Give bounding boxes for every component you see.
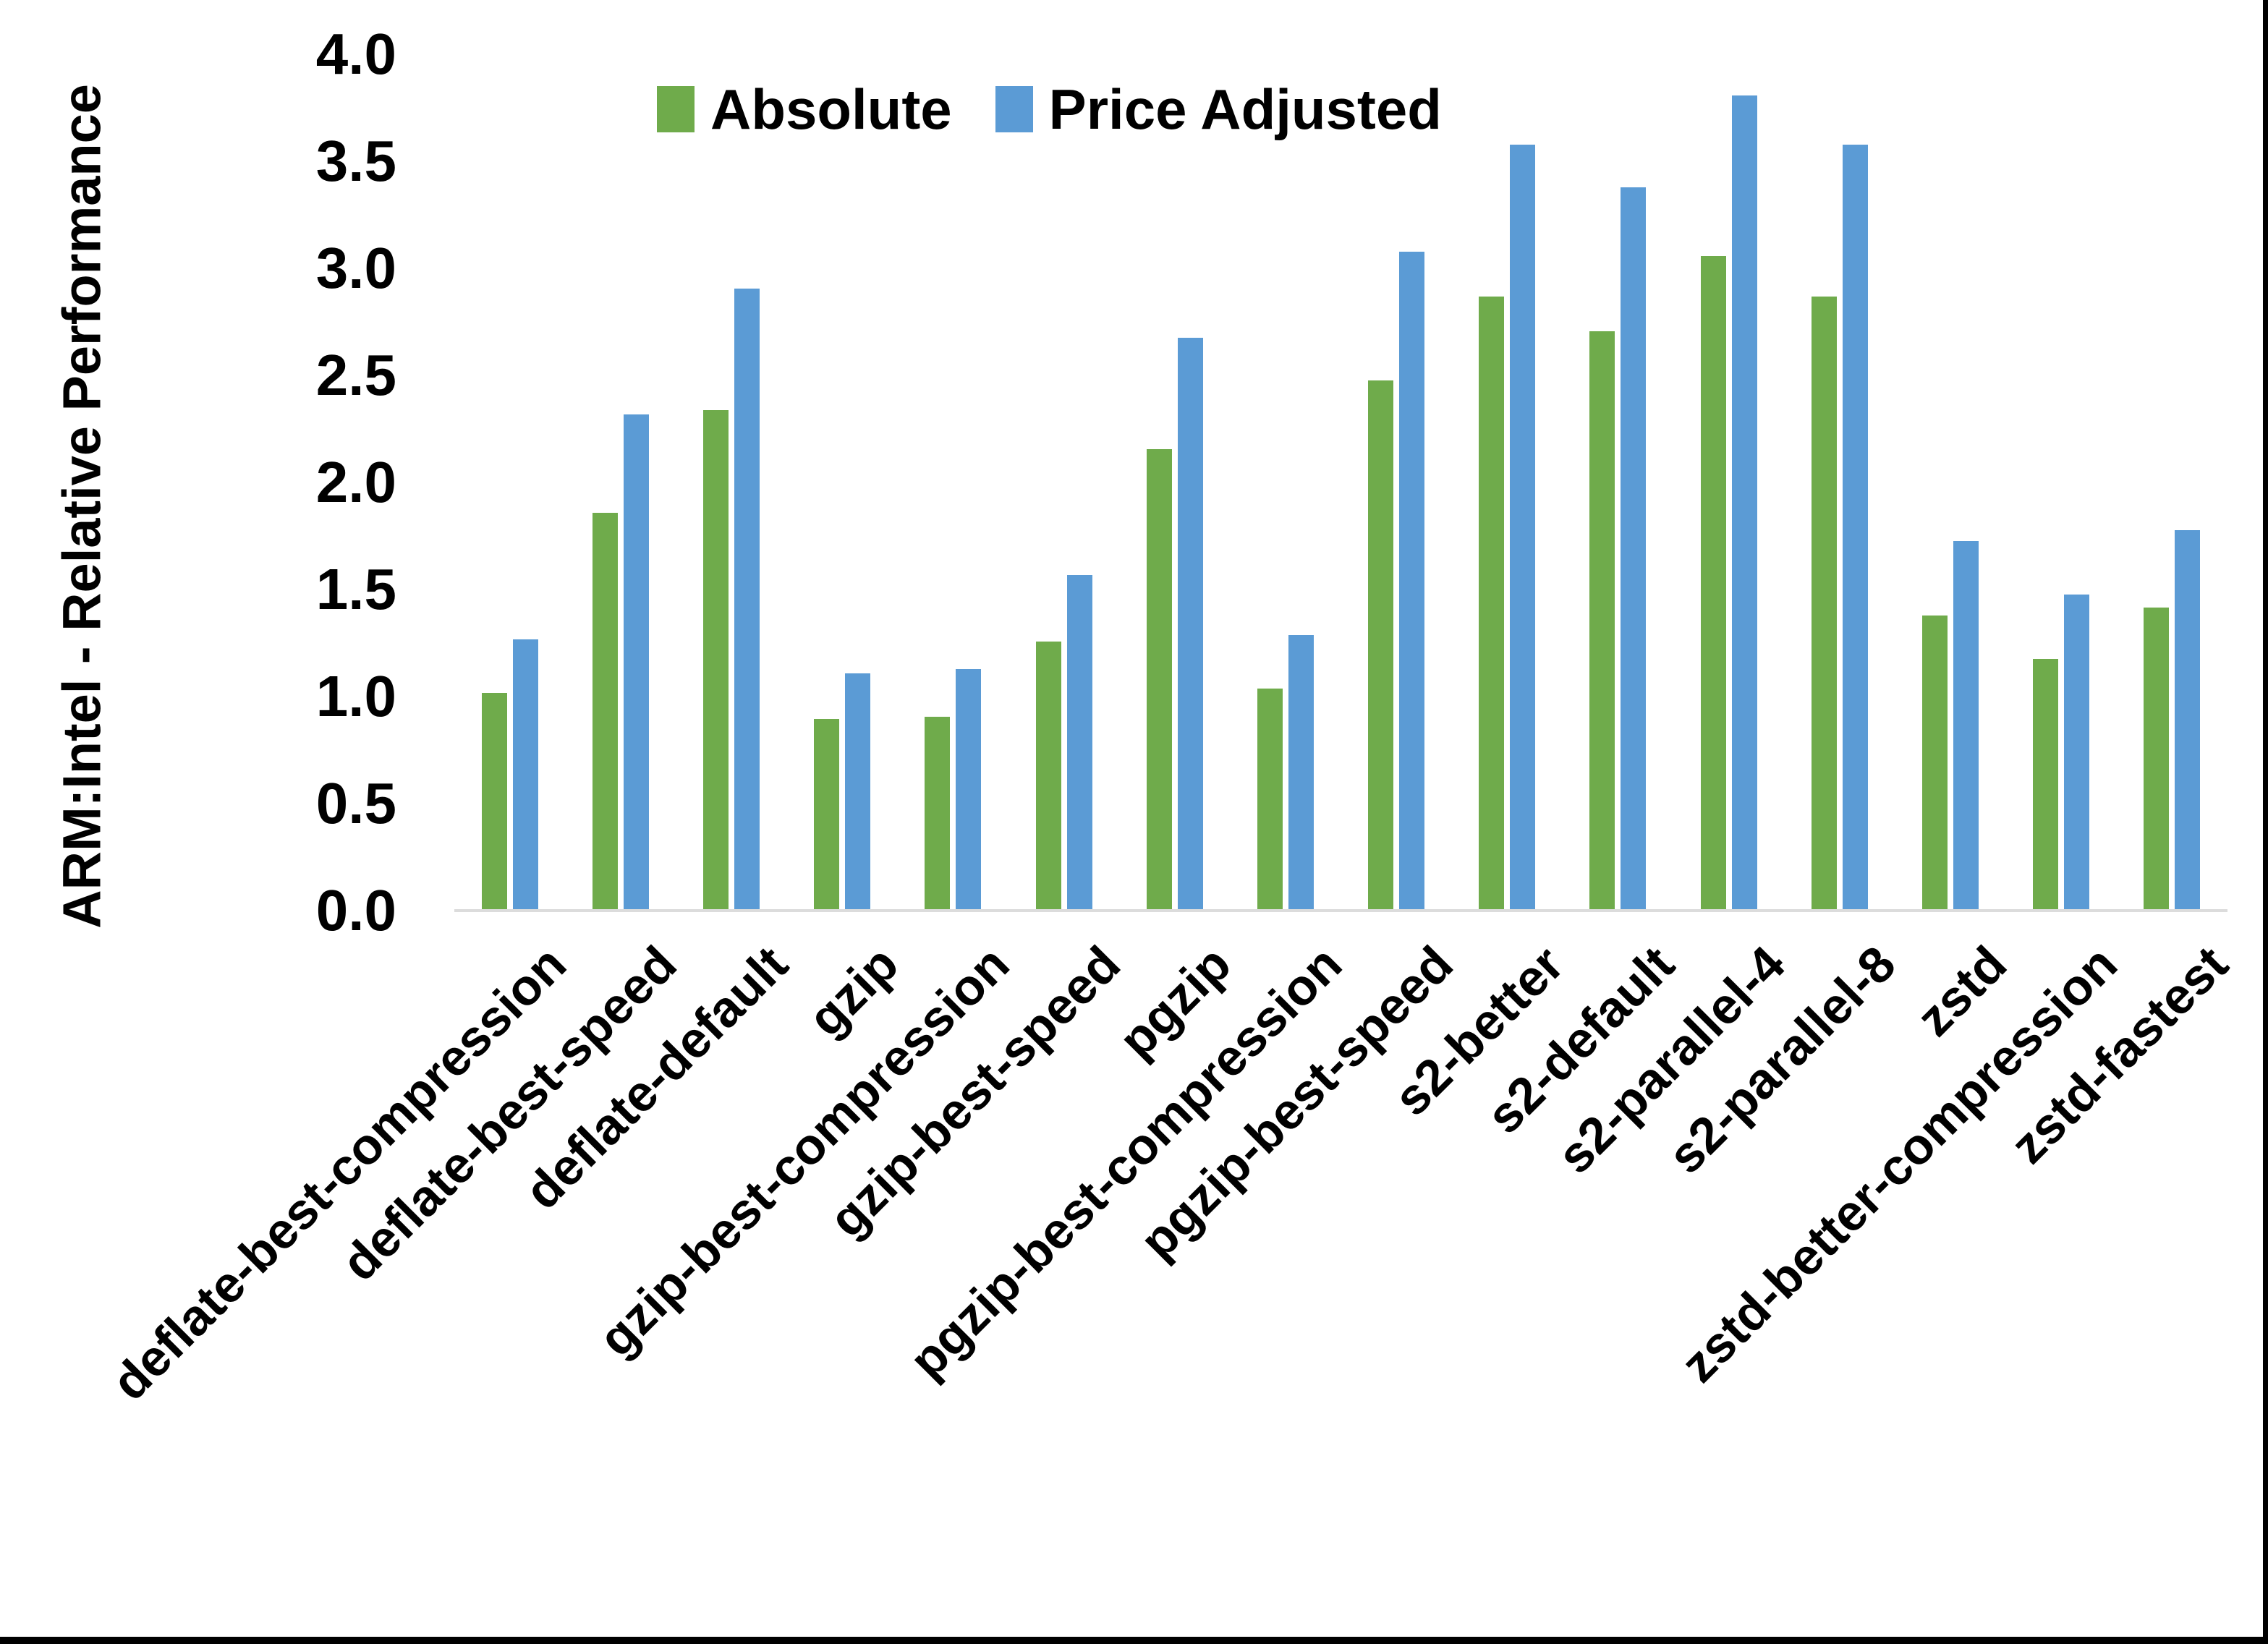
bar-price-adjusted	[845, 673, 870, 909]
bar-price-adjusted	[1288, 635, 1314, 909]
y-tick-label: 2.5	[315, 343, 396, 407]
frame-bottom-border	[0, 1637, 2268, 1644]
y-tick-label: 0.5	[315, 771, 396, 835]
bar-absolute	[1036, 642, 1061, 909]
legend-label: Price Adjusted	[1048, 77, 1442, 141]
bar-price-adjusted	[1510, 145, 1535, 909]
bar-absolute	[1368, 380, 1393, 909]
bar-absolute	[1701, 256, 1726, 909]
bar-absolute	[814, 719, 839, 909]
frame-right-border	[2263, 0, 2268, 1644]
y-tick-label: 3.5	[315, 129, 396, 193]
bar-absolute	[1257, 689, 1283, 909]
bar-price-adjusted	[956, 669, 981, 909]
y-tick-label: 1.5	[315, 557, 396, 621]
bar-price-adjusted	[1399, 252, 1424, 909]
bar-absolute	[1812, 297, 1837, 909]
bar-absolute	[925, 717, 950, 909]
bar-absolute	[482, 693, 507, 909]
bar-price-adjusted	[734, 289, 760, 909]
bar-price-adjusted	[2064, 595, 2089, 909]
bar-price-adjusted	[1067, 575, 1092, 909]
bar-absolute	[2033, 659, 2058, 909]
x-axis-line	[454, 909, 2227, 912]
y-tick-label: 3.0	[315, 236, 396, 300]
bar-absolute	[703, 410, 729, 909]
x-category-label: deflate-best-compression	[101, 935, 577, 1411]
legend-item: Price Adjusted	[995, 81, 1442, 137]
bar-price-adjusted	[1732, 95, 1757, 909]
bar-absolute	[1589, 331, 1615, 909]
y-tick-label: 4.0	[315, 22, 396, 86]
bar-price-adjusted	[1953, 541, 1979, 909]
y-tick-label: 0.0	[315, 878, 396, 942]
bar-price-adjusted	[1843, 145, 1868, 909]
bar-price-adjusted	[624, 414, 649, 909]
bar-price-adjusted	[1621, 187, 1646, 909]
bar-absolute	[593, 513, 618, 909]
bar-price-adjusted	[1178, 338, 1203, 909]
legend-label: Absolute	[710, 77, 952, 141]
bar-absolute	[1147, 449, 1172, 909]
bar-absolute	[1479, 297, 1504, 909]
bar-absolute	[1922, 616, 1948, 909]
legend-item: Absolute	[657, 81, 952, 137]
bar-absolute	[2144, 608, 2169, 909]
y-tick-label: 1.0	[315, 664, 396, 728]
y-axis-title: ARM:Intel - Relative Performance	[51, 84, 112, 929]
bar-price-adjusted	[513, 639, 538, 909]
legend-swatch-icon	[995, 86, 1033, 132]
bar-price-adjusted	[2175, 530, 2200, 909]
legend-swatch-icon	[657, 86, 695, 132]
legend: Absolute Price Adjusted	[657, 81, 1442, 137]
plot-area	[454, 54, 2227, 909]
y-tick-label: 2.0	[315, 450, 396, 514]
